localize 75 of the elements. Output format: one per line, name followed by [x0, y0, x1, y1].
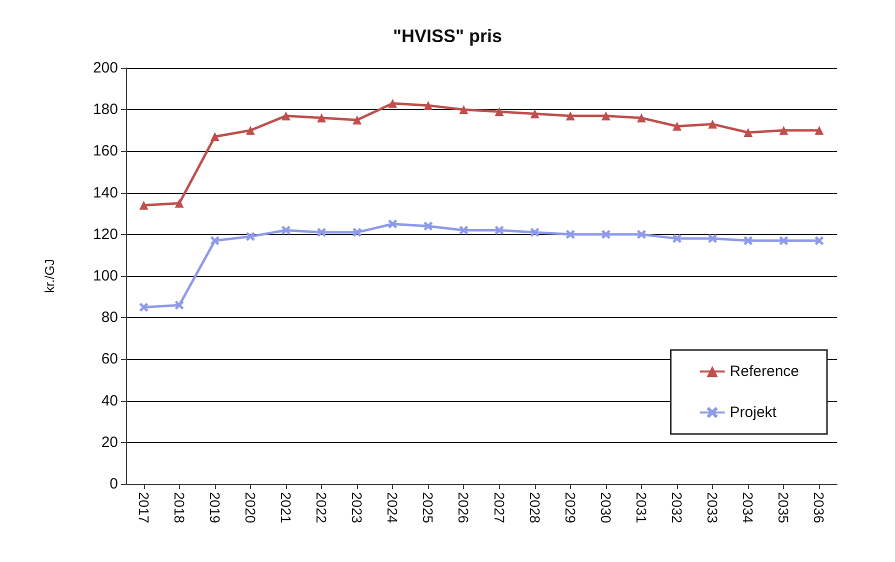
point [566, 111, 575, 120]
x-tick-label: 2024 [384, 492, 401, 524]
chart-title: "HVISS" pris [392, 26, 502, 46]
point [601, 230, 610, 239]
x-tick-label: 2021 [278, 492, 294, 524]
point [636, 113, 646, 122]
point [174, 198, 184, 208]
x-tick-label: 2028 [526, 492, 543, 524]
point [388, 98, 398, 108]
point [210, 132, 220, 142]
y-tick-label: 140 [92, 184, 118, 202]
point [708, 120, 718, 129]
point [708, 234, 718, 244]
y-tick-label: 0 [110, 476, 118, 492]
x-tick-label: 2025 [420, 492, 436, 524]
point [139, 302, 148, 312]
y-tick-label: 40 [101, 392, 118, 410]
x-tick-label: 2018 [171, 492, 188, 524]
point [459, 226, 468, 235]
point [494, 226, 504, 235]
legend-label: Projekt [730, 404, 778, 421]
y-tick-label: 180 [92, 101, 118, 118]
point [744, 128, 753, 137]
point [352, 228, 362, 237]
point [636, 230, 646, 239]
y-tick-label: 120 [92, 226, 118, 243]
point [779, 236, 788, 246]
point [566, 230, 575, 239]
x-tick-label: 2029 [562, 492, 578, 524]
y-tick-label: 80 [101, 309, 118, 326]
point [317, 228, 326, 237]
x-tick-label: 2020 [242, 492, 258, 524]
x-tick-label: 2023 [349, 492, 366, 524]
x-tick-label: 2030 [598, 492, 614, 524]
x-tick-label: 2031 [633, 492, 650, 524]
x-tick-label: 2027 [491, 492, 508, 524]
point [246, 126, 255, 135]
point [174, 300, 184, 310]
x-tick-label: 2022 [314, 492, 330, 524]
point [814, 236, 824, 246]
x-tick-label: 2019 [206, 492, 223, 524]
point [317, 113, 326, 122]
y-tick-label: 200 [92, 60, 118, 76]
point [530, 228, 540, 237]
y-tick-label: 60 [101, 350, 118, 368]
x-tick-label: 2033 [704, 492, 721, 524]
point [672, 234, 682, 244]
point [459, 105, 468, 114]
y-axis-title: kr./GJ [42, 259, 57, 293]
y-tick-label: 160 [92, 142, 118, 160]
point [139, 200, 148, 210]
x-tick-label: 2026 [456, 492, 472, 524]
x-tick-label: 2034 [740, 492, 756, 524]
point [246, 232, 255, 241]
point [601, 111, 610, 120]
point [494, 107, 504, 116]
x-tick-label: 2017 [136, 492, 152, 524]
point [779, 126, 788, 135]
x-tick-label: 2032 [669, 492, 686, 524]
point [672, 122, 682, 131]
point [530, 109, 540, 118]
point [352, 116, 362, 124]
point [388, 220, 398, 228]
point [744, 236, 753, 246]
point [814, 126, 824, 135]
point [424, 100, 433, 110]
point [210, 236, 220, 246]
x-tick-label: 2035 [776, 492, 792, 524]
y-tick-label: 100 [92, 268, 118, 284]
y-tick-label: 20 [101, 434, 118, 451]
x-tick-label: 2036 [811, 492, 828, 524]
point [281, 226, 290, 235]
point [281, 111, 290, 120]
legend-label: Reference [730, 363, 800, 380]
point [424, 222, 433, 231]
